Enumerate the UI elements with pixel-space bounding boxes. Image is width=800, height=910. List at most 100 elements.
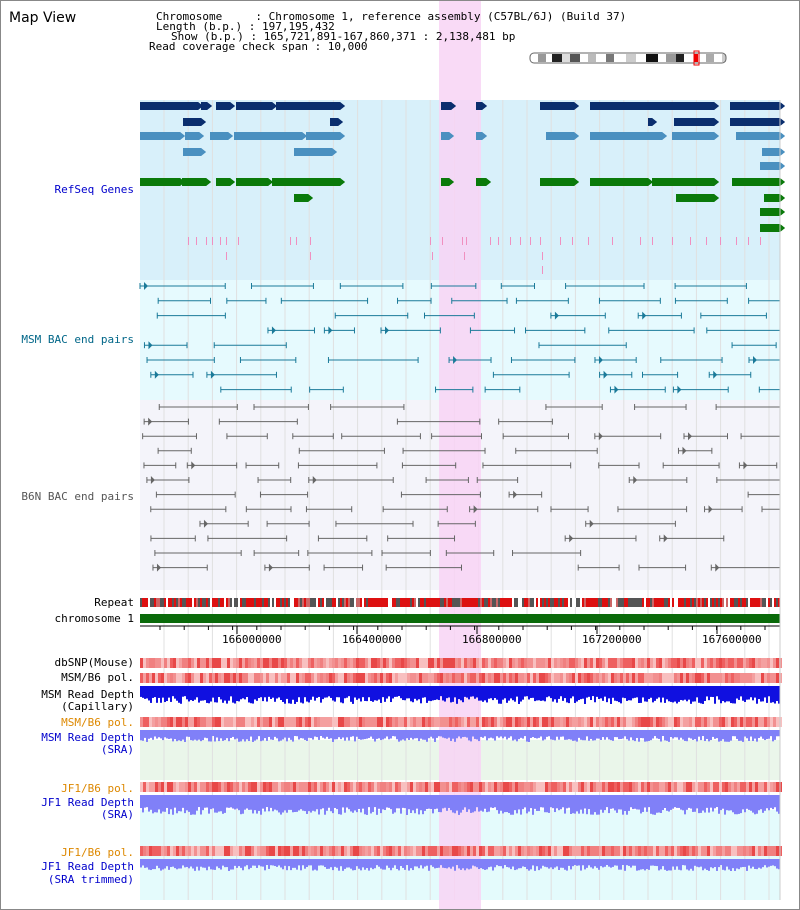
msm-depth-capillary-bar [554, 686, 556, 700]
repeat-segment [376, 598, 378, 607]
msm-pol-strip [560, 673, 563, 683]
dbsnp-strip [617, 658, 620, 668]
jf1-depth-trimmed-bar [260, 859, 262, 867]
ideogram-band [562, 54, 570, 62]
jf1-depth-sra-bar [250, 795, 252, 810]
jf1-pol-2-strip [377, 846, 380, 856]
msm-pol-2-strip [179, 717, 182, 727]
msm-depth-sra-bar [382, 730, 384, 740]
jf1-depth-sra-bar [186, 795, 188, 811]
msm-pol-strip [449, 673, 452, 683]
msm-depth-sra-bar [264, 730, 266, 739]
msm-pol-strip [665, 673, 668, 683]
jf1-depth-sra-bar [304, 795, 306, 812]
msm-pol-strip [527, 673, 530, 683]
msm-depth-sra-bar [196, 730, 198, 741]
msm-depth-capillary-bar [522, 686, 524, 700]
msm-depth-capillary-bar [684, 686, 686, 700]
msm-depth-sra-bar [414, 730, 416, 739]
jf1-depth-trimmed-bar [414, 859, 416, 867]
jf1-depth-trimmed-bar [140, 859, 142, 868]
refseq-minor-mark [748, 237, 749, 245]
msm-depth-sra-bar [572, 730, 574, 741]
msm-pol-strip [653, 673, 656, 683]
msm-depth-capillary-bar [350, 686, 352, 702]
msm-pol-2-strip [290, 717, 293, 727]
gene-arrow [648, 178, 653, 186]
jf1-depth-trimmed-bar [598, 859, 600, 870]
repeat-segment [752, 598, 754, 607]
msm-pol-strip [503, 673, 506, 683]
repeat-segment [206, 598, 208, 607]
jf1-pol-strip [749, 782, 752, 792]
jf1-depth-sra-bar [698, 795, 700, 814]
msm-pol-strip [269, 673, 272, 683]
msm-depth-sra-bar [418, 730, 420, 742]
repeat-segment [382, 598, 384, 607]
jf1-pol-strip [236, 782, 239, 792]
dbsnp-strip [302, 658, 305, 668]
repeat-segment [414, 598, 416, 607]
jf1-pol-2-strip [587, 846, 590, 856]
jf1-pol-strip [626, 782, 629, 792]
msm-depth-sra-bar [518, 730, 520, 740]
msm-depth-sra-bar [330, 730, 332, 739]
msm-pol-strip [593, 673, 596, 683]
msm-depth-sra-bar [770, 730, 772, 737]
msm-pol-2-strip [443, 717, 446, 727]
repeat-segment [480, 598, 482, 607]
jf1-depth-sra-bar [416, 795, 418, 809]
msm-depth-sra-bar [510, 730, 512, 737]
jf1-depth-sra-bar [160, 795, 162, 814]
msm-pol-strip [371, 673, 374, 683]
jf1-pol-2-strip [215, 846, 218, 856]
dbsnp-strip [494, 658, 497, 668]
jf1-depth-sra-bar [348, 795, 350, 810]
msm-pol-strip [194, 673, 197, 683]
repeat-segment [596, 598, 598, 607]
gene-feature [140, 102, 198, 110]
jf1-depth-sra-bar [302, 795, 304, 811]
repeat-segment [212, 598, 214, 607]
repeat-segment [744, 598, 746, 607]
jf1-pol-2-strip [608, 846, 611, 856]
jf1-depth-trimmed-bar [546, 859, 548, 868]
msm-depth-capillary-bar [660, 686, 662, 703]
jf1-pol-strip [191, 782, 194, 792]
msm-depth-capillary-bar [260, 686, 262, 698]
msm-depth-capillary-bar [196, 686, 198, 698]
msm-pol-strip [632, 673, 635, 683]
jf1-depth-trimmed-bar [662, 859, 664, 867]
jf1-pol-strip [344, 782, 347, 792]
msm-depth-sra-bar [214, 730, 216, 742]
msm-pol-2-strip [203, 717, 206, 727]
msm-depth-sra-bar [742, 730, 744, 742]
jf1-pol-strip [272, 782, 275, 792]
jf1-pol-2-strip [431, 846, 434, 856]
jf1-depth-sra-bar [530, 795, 532, 809]
jf1-depth-sra-bar [490, 795, 492, 808]
jf1-depth-sra-bar [506, 795, 508, 813]
jf1-depth-sra-bar [750, 795, 752, 811]
jf1-pol-strip [659, 782, 662, 792]
msm-depth-sra-bar [750, 730, 752, 737]
track-label-refseq[interactable]: RefSeq Genes [54, 183, 134, 196]
repeat-segment [618, 598, 620, 607]
jf1-depth-sra-bar [384, 795, 386, 811]
jf1-depth-sra-bar [420, 795, 422, 811]
repeat-segment [634, 598, 636, 607]
jf1-pol-2-strip [140, 846, 143, 856]
msm-depth-capillary-bar [396, 686, 398, 697]
jf1-depth-sra-bar [292, 795, 294, 813]
dbsnp-strip [182, 658, 185, 668]
jf1-pol-strip [308, 782, 311, 792]
bac-end-arrow [154, 370, 159, 379]
track-label-msm-bac[interactable]: MSM BAC end pairs [21, 333, 134, 346]
track-label-b6n-bac[interactable]: B6N BAC end pairs [21, 490, 134, 503]
jf1-pol-2-strip [728, 846, 731, 856]
jf1-pol-2-strip [470, 846, 473, 856]
gene-arrow [780, 224, 785, 232]
refseq-minor-mark [540, 237, 541, 245]
jf1-depth-trimmed-bar [762, 859, 764, 868]
jf1-depth-sra-bar [432, 795, 434, 814]
